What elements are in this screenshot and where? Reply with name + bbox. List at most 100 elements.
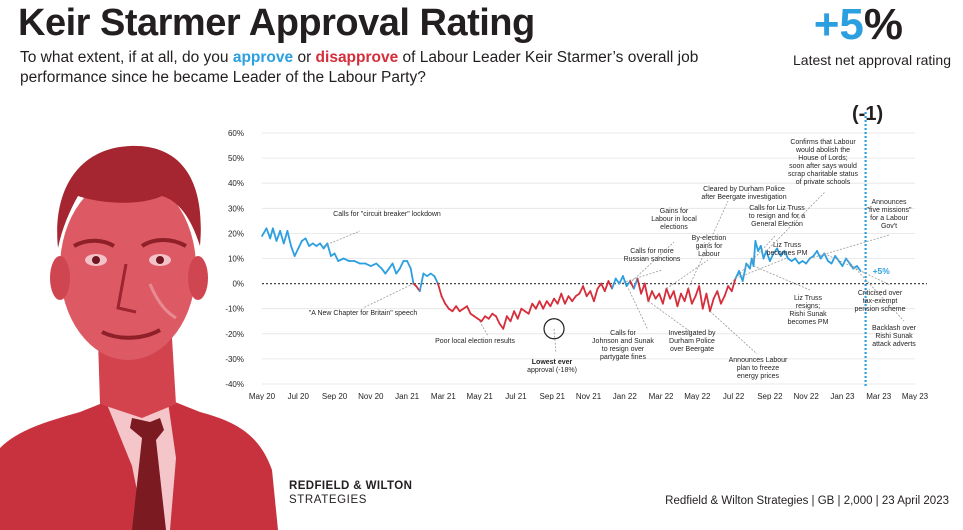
annotation-line: Confirms that Labour xyxy=(790,139,856,146)
annotation-leader xyxy=(753,265,811,291)
approval-line-segment xyxy=(816,250,822,260)
annotation-line: Gains for xyxy=(660,208,689,215)
approval-line-segment xyxy=(409,267,415,285)
approval-line-segment xyxy=(629,280,635,290)
approval-line-segment xyxy=(596,282,603,290)
approval-line-segment xyxy=(269,227,274,240)
approval-line-segment xyxy=(578,285,584,295)
y-tick-label: 50% xyxy=(228,154,244,163)
x-tick-label: Jul 21 xyxy=(505,392,527,400)
annotation-leader xyxy=(362,283,414,309)
approval-line-segment xyxy=(534,300,541,310)
annotation-leader xyxy=(619,269,663,284)
annotation-leader xyxy=(735,257,788,279)
approval-line-segment xyxy=(593,287,599,303)
x-tick-label: Sep 22 xyxy=(757,392,783,400)
approval-line-segment xyxy=(687,287,693,305)
annotation-leader xyxy=(845,258,905,322)
annotation-line: to resign over xyxy=(602,346,645,353)
approval-line-segment xyxy=(783,250,789,260)
annotation-line: General Election xyxy=(751,221,803,228)
y-tick-label: 20% xyxy=(228,229,244,238)
annotation-leader xyxy=(727,235,776,287)
annotation-line: after Beergate investigation xyxy=(701,194,786,201)
approval-line-segment xyxy=(772,247,779,255)
approval-line-segment xyxy=(369,262,378,267)
approval-line-segment xyxy=(830,255,837,265)
approval-line-segment xyxy=(589,290,595,303)
approval-line-segment xyxy=(487,312,494,320)
approval-line-segment xyxy=(406,260,412,270)
approval-line-segment xyxy=(607,280,613,290)
annotation-line: Labour in local xyxy=(651,216,697,223)
approval-line-segment xyxy=(545,300,552,308)
x-tick-label: Mar 22 xyxy=(649,392,674,400)
y-tick-label: -20% xyxy=(225,330,244,339)
approval-line-segment xyxy=(779,250,786,257)
approval-line-segment xyxy=(603,280,610,293)
annotation-line: Liz Truss xyxy=(794,295,823,302)
approval-line-segment xyxy=(741,262,748,282)
x-tick-label: Nov 20 xyxy=(358,392,384,400)
approval-line-chart: 60% 50% 40% 30% 20% 10% 0% -10% -20% -30% -40% May … xyxy=(225,103,928,400)
annotation-line: Cleared by Durham Police xyxy=(703,186,785,193)
annotation-line: "A New Chapter for Britain" speech xyxy=(309,310,418,317)
question-text-mid: or xyxy=(293,49,316,66)
approval-line-segment xyxy=(275,229,282,242)
annotation-line: soon after says would xyxy=(789,163,857,170)
approval-line-segment xyxy=(841,257,847,267)
approval-line-segment xyxy=(848,262,855,270)
annotation-line: Backlash over xyxy=(872,325,917,332)
annotation-line: Rishi Sunak xyxy=(875,333,913,340)
approval-line-segment xyxy=(805,257,811,265)
annotation-line: elections xyxy=(660,224,688,231)
annotation-label: By-election gains for Labour xyxy=(692,235,727,258)
annotation-line: Rishi Sunak xyxy=(789,311,827,318)
annotation-line: Criticised over xyxy=(858,290,903,297)
approval-line-segment xyxy=(337,257,345,262)
annotation-line: to resign and for a xyxy=(749,213,806,220)
approval-line-segment xyxy=(643,282,650,303)
approval-line-segment xyxy=(560,292,566,305)
annotation-label: Calls for "circuit breaker" lockdown xyxy=(333,211,441,218)
approval-line-segment xyxy=(297,240,303,250)
approval-line-segment xyxy=(509,310,516,323)
approval-line-segment xyxy=(680,292,686,303)
x-tick-label: May 22 xyxy=(684,392,711,400)
annotation-line: Liz Truss xyxy=(773,242,802,249)
approval-line-segment xyxy=(516,307,523,320)
lowest-point-circle xyxy=(543,318,565,340)
annotation-label: Confirms that Labour would abolish the Hou… xyxy=(788,139,859,186)
approval-line-segment xyxy=(282,229,289,245)
y-tick-label: 30% xyxy=(228,204,244,213)
net-approval-number: +5 xyxy=(813,0,864,49)
annotation-line: resigns; xyxy=(796,303,821,310)
approval-line-segment xyxy=(571,295,577,303)
question-approve-word: approve xyxy=(232,49,294,66)
approval-line-segment xyxy=(556,292,563,305)
annotation-label: Cleared by Durham Police after Beergate i… xyxy=(701,186,786,201)
approval-line-segment xyxy=(437,282,443,298)
annotation-label: Lowest ever approval (-18%) xyxy=(527,359,577,374)
approval-line-segment xyxy=(754,240,759,252)
approval-line-segment xyxy=(538,300,545,310)
annotation-line: House of Lords; xyxy=(798,155,847,162)
approval-line-segment xyxy=(418,272,425,293)
approval-line-segment xyxy=(319,242,325,250)
annotation-line: attack adverts xyxy=(872,341,916,348)
approval-line-segment xyxy=(651,290,657,300)
net-approval-label: Latest net approval rating xyxy=(793,52,951,68)
annotation-label: Calls for Johnson and Sunak to resign over… xyxy=(592,330,654,361)
approval-line-segment xyxy=(513,310,519,320)
brand-line-2: STRATEGIES xyxy=(289,494,367,506)
annotation-leader xyxy=(479,321,489,337)
approval-line-segment xyxy=(380,267,387,275)
annotation-label: Liz Truss resigns; Rishi Sunak becomes PM xyxy=(788,295,829,326)
approval-line-segment xyxy=(709,297,715,313)
page-title: Keir Starmer Approval Rating xyxy=(18,2,535,44)
y-tick-label: -40% xyxy=(225,380,244,389)
x-tick-label: Nov 21 xyxy=(576,392,602,400)
x-tick-label: Jan 22 xyxy=(613,392,638,400)
approval-line-segment xyxy=(265,227,272,240)
approval-line-segment xyxy=(582,285,588,298)
